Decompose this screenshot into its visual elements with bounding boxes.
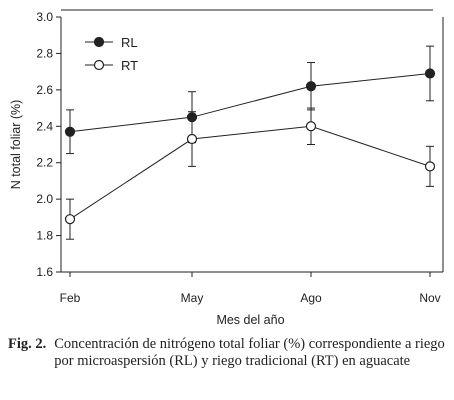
- figure-caption: Fig. 2. Concentración de nitrógeno total…: [8, 336, 448, 370]
- series-rl: [64, 45, 436, 155]
- caption-text: Concentración de nitrógeno total foliar …: [54, 336, 445, 369]
- series-rt: [64, 107, 436, 240]
- legend: RL RT: [85, 35, 138, 73]
- data-point: [64, 126, 76, 137]
- y-tick-label: 2.2: [36, 156, 53, 170]
- x-tick-label: Nov: [419, 291, 440, 305]
- x-axis-label: Mes del año: [216, 313, 284, 327]
- y-axis-label: N total foliar (%): [9, 100, 23, 190]
- x-tick-label: May: [181, 291, 204, 305]
- caption-label: Fig. 2.: [8, 336, 47, 352]
- data-point: [186, 133, 198, 145]
- y-tick-label: 2.4: [36, 119, 53, 133]
- data-point: [424, 68, 436, 79]
- x-tick-label: Ago: [300, 291, 322, 305]
- y-tick-label: 3.0: [36, 10, 53, 24]
- legend-marker: [93, 36, 105, 48]
- axes: 1.6 1.8 2.0 2.2 2.4 2.6 2.8 3.0 Feb May Ago Nov: [36, 9, 444, 305]
- series-layer: [64, 45, 436, 240]
- legend-marker: [93, 59, 105, 71]
- data-point: [305, 81, 317, 92]
- legend-label: RT: [121, 58, 138, 73]
- y-tick-label: 2.0: [36, 192, 53, 206]
- series-line: [69, 72, 431, 133]
- data-point: [305, 121, 317, 132]
- data-point: [64, 214, 76, 225]
- y-tick-label: 2.6: [36, 83, 53, 97]
- data-point: [424, 161, 436, 172]
- series-line: [69, 125, 431, 220]
- x-tick-label: Feb: [60, 291, 81, 305]
- legend-label: RL: [121, 35, 138, 50]
- y-tick-label: 1.6: [36, 265, 53, 279]
- y-tick-label: 1.8: [36, 229, 53, 243]
- y-tick-label: 2.8: [36, 46, 53, 60]
